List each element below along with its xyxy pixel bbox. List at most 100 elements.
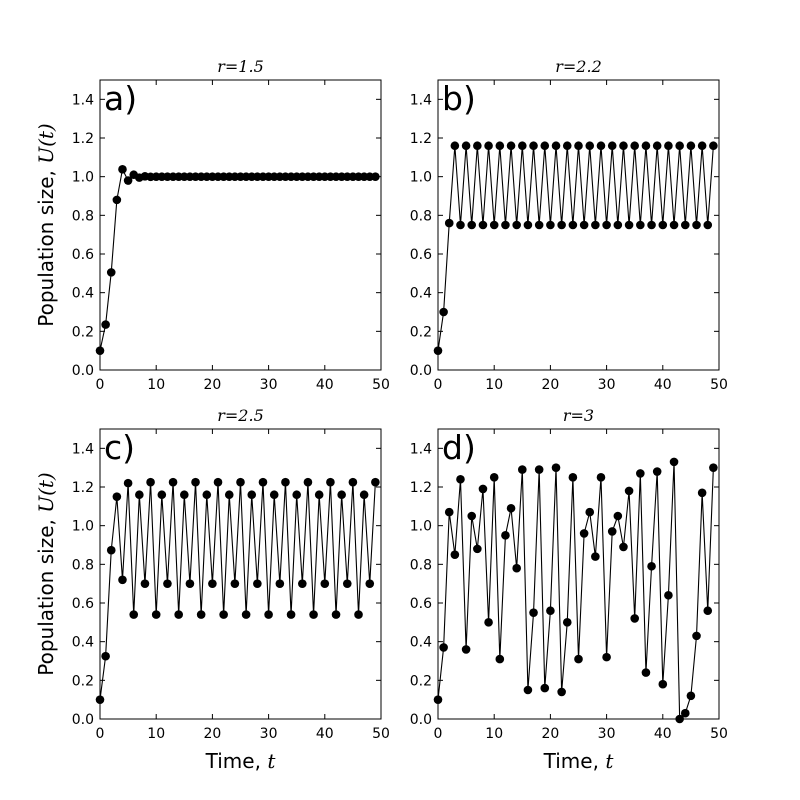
panel-label: b) [442, 79, 476, 118]
data-point [439, 307, 448, 317]
data-point [686, 141, 696, 151]
data-point [292, 490, 302, 500]
data-point [680, 220, 690, 230]
y-tick-label: 1.2 [72, 131, 94, 147]
y-tick-label: 0.6 [72, 596, 94, 612]
data-point [568, 473, 578, 482]
data-point [709, 141, 718, 151]
data-point [253, 579, 262, 588]
x-tick-label: 50 [710, 377, 728, 393]
panel-d: 0 10 20 30 40 50 0.0 0.2 0.4 0.6 0.8 1.0 1.2 1.4 d) r=3… [410, 406, 728, 773]
series-line [99, 482, 376, 700]
data-point [484, 618, 493, 627]
data-point [342, 579, 352, 588]
series-line [437, 145, 714, 351]
data-point [591, 552, 600, 561]
x-tick-label: 30 [260, 377, 278, 393]
data-point [557, 687, 566, 697]
data-point [518, 141, 527, 151]
x-tick-label: 40 [654, 726, 672, 742]
x-axis-label: Time, t [205, 749, 277, 773]
data-point [118, 165, 127, 174]
data-point [174, 610, 183, 619]
x-axis-label: Time, t [543, 749, 615, 773]
data-point [473, 141, 482, 151]
data-point [647, 220, 656, 230]
data-point [692, 631, 701, 641]
data-point [607, 141, 617, 151]
x-tick-label: 40 [654, 377, 672, 393]
panel-c: 0 10 20 30 40 50 0.0 0.2 0.4 0.6 0.8 1.0 1.2 1.4 c) r=2… [34, 406, 390, 773]
x-tick-label: 30 [598, 377, 616, 393]
y-tick-label: 0.0 [72, 712, 94, 728]
data-point [562, 618, 572, 627]
y-tick-label: 0.6 [410, 596, 432, 612]
data-point [467, 220, 477, 230]
data-point [624, 486, 634, 496]
data-point [585, 141, 595, 151]
y-tick-label: 0.0 [410, 363, 432, 379]
data-point [286, 610, 296, 619]
data-point [534, 465, 544, 474]
x-tick-label: 10 [147, 377, 165, 393]
y-tick-label: 0.4 [410, 635, 432, 651]
data-point [512, 220, 521, 230]
panel-label: d) [442, 428, 476, 467]
x-tick-label: 10 [147, 726, 165, 742]
data-point [540, 683, 550, 693]
data-point [686, 691, 696, 701]
data-point [151, 610, 161, 619]
panel-title: r=2.5 [217, 406, 264, 425]
data-point [247, 490, 257, 500]
y-tick-label: 1.4 [72, 92, 94, 108]
x-tick-label: 20 [541, 377, 559, 393]
data-point [484, 141, 493, 151]
data-point [348, 477, 358, 487]
y-tick-label: 0.8 [410, 557, 432, 573]
data-point [506, 141, 516, 151]
panel-title: r=2.2 [555, 57, 602, 76]
x-tick-label: 20 [203, 377, 221, 393]
data-point [219, 610, 228, 619]
data-point [596, 141, 606, 151]
data-point [157, 490, 167, 500]
y-tick-label: 0.0 [72, 363, 94, 379]
data-point [675, 141, 684, 151]
data-point [461, 645, 471, 654]
data-point [444, 507, 454, 517]
data-point [619, 141, 628, 151]
data-point [680, 708, 690, 718]
data-point [697, 141, 707, 151]
data-point [456, 220, 465, 230]
data-point [444, 218, 454, 228]
y-tick-label: 0.6 [410, 247, 432, 263]
data-point [512, 563, 521, 573]
panel-title: r=3 [563, 406, 594, 425]
data-point [529, 608, 538, 617]
x-tick-label: 0 [96, 726, 105, 742]
data-point [467, 511, 477, 521]
data-point [658, 220, 668, 230]
panel-label: c) [104, 428, 135, 467]
panel-label: a) [104, 79, 137, 118]
data-point [557, 220, 566, 230]
y-tick-label: 0.2 [72, 673, 94, 689]
data-point [230, 579, 240, 588]
data-point [630, 614, 639, 623]
data-point [596, 473, 606, 482]
data-point [495, 141, 505, 151]
data-point [264, 610, 273, 619]
data-point [473, 544, 482, 554]
data-point [129, 610, 139, 619]
data-point [439, 643, 448, 652]
data-point [450, 141, 460, 151]
x-tick-label: 10 [485, 377, 503, 393]
panel-b: 0 10 20 30 40 50 0.0 0.2 0.4 0.6 0.8 1.0 1.2 1.4 b) r=2… [410, 57, 728, 393]
data-point [574, 654, 583, 664]
y-tick-label: 0.8 [72, 557, 94, 573]
data-point [619, 542, 628, 552]
data-point [602, 220, 611, 230]
data-point [585, 507, 595, 517]
data-point [185, 579, 195, 588]
